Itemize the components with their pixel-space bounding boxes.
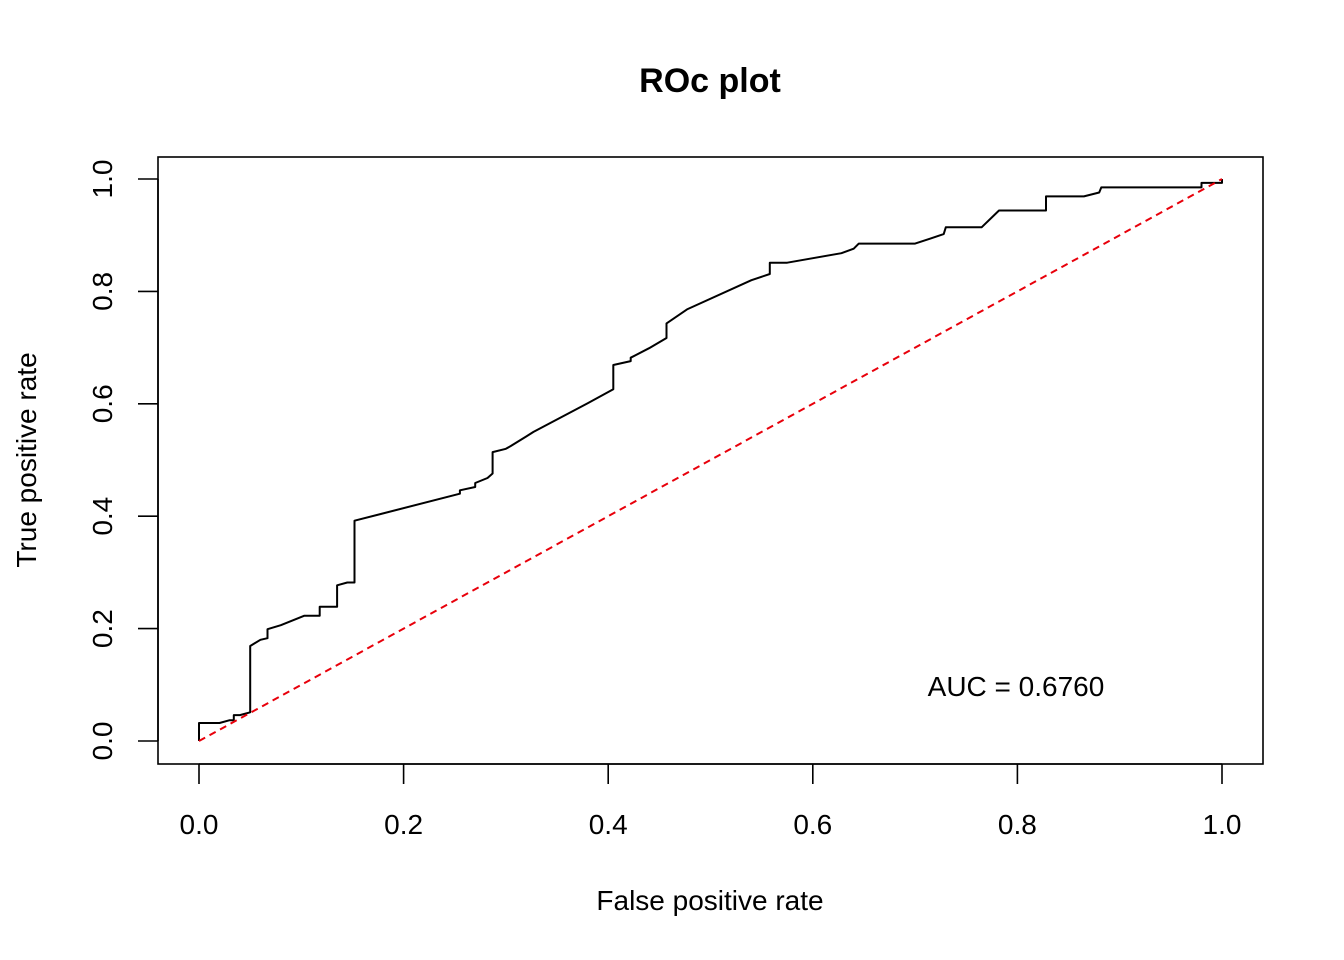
chance-diagonal-line	[198, 178, 1223, 742]
chart-title: ROc plot	[639, 62, 781, 100]
auc-annotation: AUC = 0.6760	[928, 671, 1105, 702]
y-tick-label: 1.0	[87, 160, 118, 199]
x-axis-label: False positive rate	[596, 885, 823, 916]
x-tick-label: 0.2	[384, 809, 423, 840]
y-tick-label: 0.4	[87, 497, 118, 536]
y-tick-label: 0.6	[87, 384, 118, 423]
x-tick-label: 0.0	[180, 809, 219, 840]
y-axis: 0.0 0.2 0.4 0.6 0.8 1.0	[87, 160, 159, 761]
x-axis: 0.0 0.2 0.4 0.6 0.8 1.0	[180, 763, 1242, 840]
y-tick-label: 0.2	[87, 609, 118, 648]
y-tick-label: 0.8	[87, 272, 118, 311]
roc-curve-line	[198, 179, 1223, 741]
series-layer	[198, 178, 1223, 742]
y-tick-label: 0.0	[87, 722, 118, 761]
x-tick-label: 1.0	[1203, 809, 1242, 840]
x-tick-label: 0.6	[793, 809, 832, 840]
y-axis-label: True positive rate	[11, 352, 42, 567]
x-tick-label: 0.8	[998, 809, 1037, 840]
x-tick-label: 0.4	[589, 809, 628, 840]
